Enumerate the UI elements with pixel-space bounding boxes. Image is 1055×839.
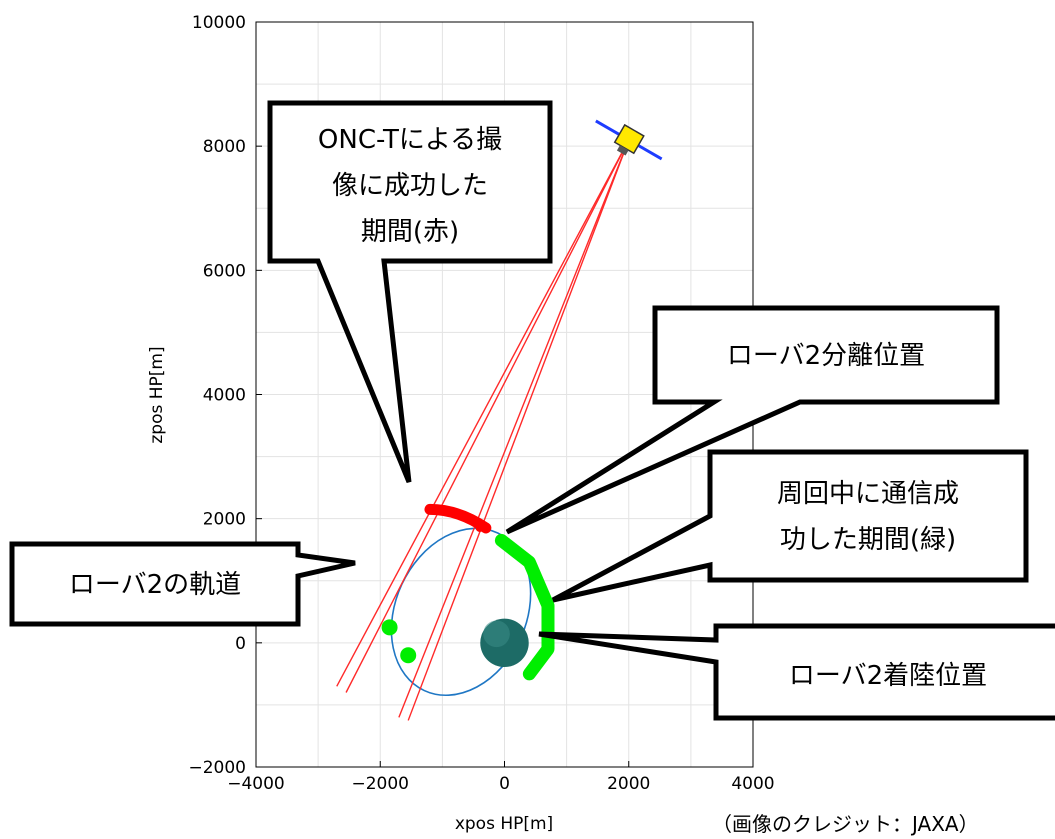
x-axis-label: xpos HP[m] [455,814,553,834]
callout-landing: ローバ2着陸位置 [538,623,1055,721]
x-tick-label: −4000 [227,774,285,794]
x-tick-label: −2000 [351,774,409,794]
y-tick-label: 6000 [203,261,246,281]
camera-ray [407,139,630,721]
callout-landing-text: ローバ2着陸位置 [789,661,987,691]
y-tick-label: −2000 [188,758,246,778]
y-axis-label: zpos HP[m] [147,346,167,443]
axis-ticks: −4000 −2000 0 2000 4000−20000200040006000800… [188,13,774,794]
callout-onc-line-3: 期間(赤) [361,217,459,247]
spacecraft-icon [595,119,663,161]
camera-ray [398,139,630,718]
x-tick-label: 0 [499,774,510,794]
separation-marker [475,523,484,532]
x-tick-label: 2000 [607,774,650,794]
callout-onc-line-1: ONC-Tによる撮 [318,125,502,155]
communication-dot [400,647,417,664]
y-tick-label: 2000 [203,510,246,530]
communication-arc [494,533,555,681]
callout-separation: ローバ2分離位置 [505,305,1000,535]
callout-orbit-text: ローバ2の軌道 [69,570,241,600]
asteroid [480,618,529,668]
y-tick-label: 8000 [203,137,246,157]
y-tick-label: 10000 [192,13,246,33]
camera-ray [336,139,630,687]
image-credit: （画像のクレジット：JAXA） [712,812,979,836]
callout-comm-line-2: 功した期間(緑) [780,525,956,555]
callout-orbit: ローバ2の軌道 [9,541,356,627]
camera-ray [345,139,630,693]
spacecraft-camera [616,145,629,156]
callout-onc: ONC-Tによる撮 像に成功した 期間(赤) [267,100,553,483]
callout-separation-text: ローバ2分離位置 [727,341,925,371]
orbit-path [390,527,532,697]
x-tick-label: 4000 [731,774,774,794]
callout-comm: 周回中に通信成 功した期間(緑) [551,449,1029,603]
callout-comm-line-1: 周回中に通信成 [777,479,959,509]
asteroid-highlight [483,620,510,648]
chart-marks [336,119,663,721]
y-tick-label: 4000 [203,386,246,406]
communication-dot [381,619,398,636]
callout-onc-line-2: 像に成功した [332,171,488,201]
y-tick-label: 0 [235,634,246,654]
